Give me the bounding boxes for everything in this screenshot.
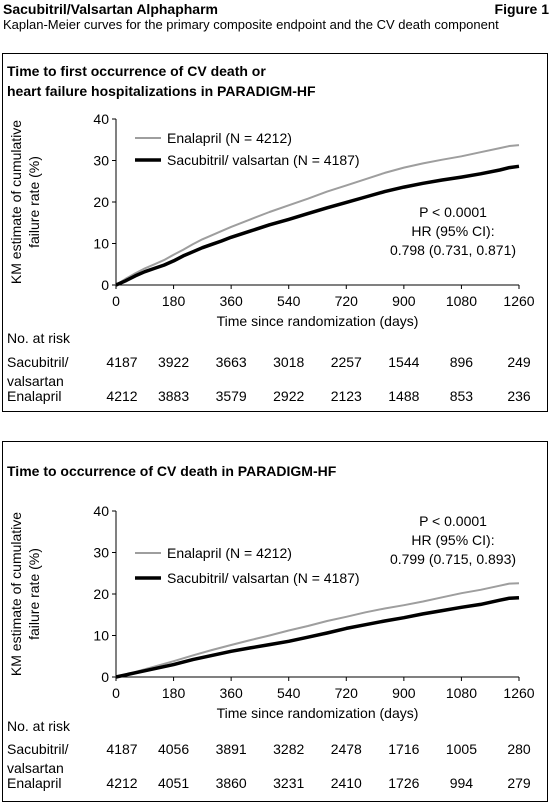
risk-row-label: Sacubitril/ (7, 741, 69, 757)
risk-table-cell: 4051 (158, 775, 189, 791)
primary-endpoint-panel: Time to first occurrence of CV death or h… (2, 53, 548, 412)
risk-table-cell: 2123 (331, 388, 362, 404)
y-axis-label-line: KM estimate of cumulative (8, 120, 24, 284)
risk-table-cell: 279 (507, 775, 531, 791)
cv-death-chart: Time to occurrence of CV death in PARADI… (7, 463, 535, 791)
x-tick-label: 720 (335, 293, 359, 309)
legend-label: Enalapril (N = 4212) (167, 545, 292, 561)
y-tick-label: 10 (93, 628, 109, 644)
y-axis-label-line: KM estimate of cumulative (8, 512, 24, 676)
y-tick-label: 40 (93, 111, 109, 127)
sacubitril-valsartan-curve (115, 595, 520, 679)
y-tick-label: 0 (101, 669, 109, 685)
figure-label: Figure 1 (494, 1, 549, 17)
enalapril-curve (115, 144, 520, 286)
risk-table-cell: 3231 (273, 775, 304, 791)
risk-table-cell: 280 (507, 741, 531, 757)
x-tick-label: 900 (392, 685, 416, 701)
risk-row-label: valsartan (7, 760, 64, 776)
figure-header-title: Sacubitril/Valsartan Alphapharm (3, 1, 218, 17)
legend-label: Enalapril (N = 4212) (167, 130, 292, 146)
x-tick-label: 1080 (446, 685, 477, 701)
risk-table-cell: 2410 (331, 775, 362, 791)
risk-row-label: valsartan (7, 373, 64, 389)
risk-table-cell: 896 (450, 354, 474, 370)
risk-table-cell: 3579 (216, 388, 247, 404)
y-tick-label: 30 (93, 545, 109, 561)
legend-label: Sacubitril/ valsartan (N = 4187) (167, 570, 360, 586)
chart-title-line: Time to first occurrence of CV death or (7, 63, 266, 79)
x-tick-label: 360 (219, 685, 243, 701)
primary-endpoint-chart: Time to first occurrence of CV death or h… (7, 63, 535, 404)
y-axis-label-line: failure rate (%) (26, 156, 42, 248)
risk-table-cell: 853 (450, 388, 474, 404)
risk-table-cell: 4212 (106, 388, 137, 404)
risk-row-label: Enalapril (7, 775, 61, 791)
risk-table-cell: 4212 (106, 775, 137, 791)
cv-death-panel: Time to occurrence of CV death in PARADI… (2, 441, 548, 802)
risk-table-cell: 3883 (158, 388, 189, 404)
risk-table-cell: 3922 (158, 354, 189, 370)
stats-annotation-line: HR (95% CI): (411, 532, 494, 548)
x-tick-label: 0 (112, 293, 120, 309)
risk-table-header: No. at risk (7, 330, 71, 346)
risk-table-cell: 2478 (331, 741, 362, 757)
x-tick-label: 0 (112, 685, 120, 701)
legend-label: Sacubitril/ valsartan (N = 4187) (167, 152, 360, 168)
risk-table-cell: 1005 (446, 741, 477, 757)
y-tick-label: 0 (101, 277, 109, 293)
risk-table-cell: 2257 (331, 354, 362, 370)
stats-annotation-line: 0.798 (0.731, 0.871) (390, 242, 516, 258)
y-tick-label: 10 (93, 236, 109, 252)
risk-table-cell: 4187 (106, 354, 137, 370)
risk-table-cell: 1716 (388, 741, 419, 757)
risk-table-cell: 236 (507, 388, 531, 404)
risk-table-cell: 2922 (273, 388, 304, 404)
chart-title-line: Time to occurrence of CV death in PARADI… (7, 463, 337, 479)
x-tick-label: 1260 (503, 685, 534, 701)
risk-table-header: No. at risk (7, 718, 71, 734)
risk-table-cell: 3860 (216, 775, 247, 791)
risk-table-cell: 3282 (273, 741, 304, 757)
figure-subtitle: Kaplan-Meier curves for the primary comp… (3, 17, 499, 32)
x-axis-label: Time since randomization (days) (217, 313, 419, 329)
risk-table-cell: 994 (450, 775, 474, 791)
x-tick-label: 540 (277, 293, 301, 309)
y-tick-label: 30 (93, 153, 109, 169)
stats-annotation-line: 0.799 (0.715, 0.893) (390, 551, 516, 567)
risk-table-cell: 249 (507, 354, 531, 370)
y-tick-label: 20 (93, 194, 109, 210)
x-axis-label: Time since randomization (days) (217, 705, 419, 721)
x-tick-label: 1080 (446, 293, 477, 309)
risk-row-label: Enalapril (7, 388, 61, 404)
chart-title-line: heart failure hospitalizations in PARADI… (7, 83, 316, 99)
stats-annotation-line: HR (95% CI): (411, 223, 494, 239)
stats-annotation-line: P < 0.0001 (419, 513, 487, 529)
y-tick-label: 20 (93, 586, 109, 602)
y-tick-label: 40 (93, 503, 109, 519)
sacubitril-valsartan-curve (115, 164, 520, 287)
x-tick-label: 1260 (503, 293, 534, 309)
risk-table-cell: 3018 (273, 354, 304, 370)
x-tick-label: 900 (392, 293, 416, 309)
risk-table-cell: 4056 (158, 741, 189, 757)
y-axis-label-line: failure rate (%) (26, 548, 42, 640)
x-tick-label: 360 (219, 293, 243, 309)
risk-table-cell: 3663 (216, 354, 247, 370)
enalapril-curve (115, 582, 520, 678)
stats-annotation-line: P < 0.0001 (419, 204, 487, 220)
x-tick-label: 180 (162, 685, 186, 701)
risk-table-cell: 1726 (388, 775, 419, 791)
x-tick-label: 540 (277, 685, 301, 701)
risk-table-cell: 1544 (388, 354, 419, 370)
x-tick-label: 180 (162, 293, 186, 309)
risk-table-cell: 4187 (106, 741, 137, 757)
x-tick-label: 720 (335, 685, 359, 701)
risk-table-cell: 1488 (388, 388, 419, 404)
risk-table-cell: 3891 (216, 741, 247, 757)
risk-row-label: Sacubitril/ (7, 354, 69, 370)
